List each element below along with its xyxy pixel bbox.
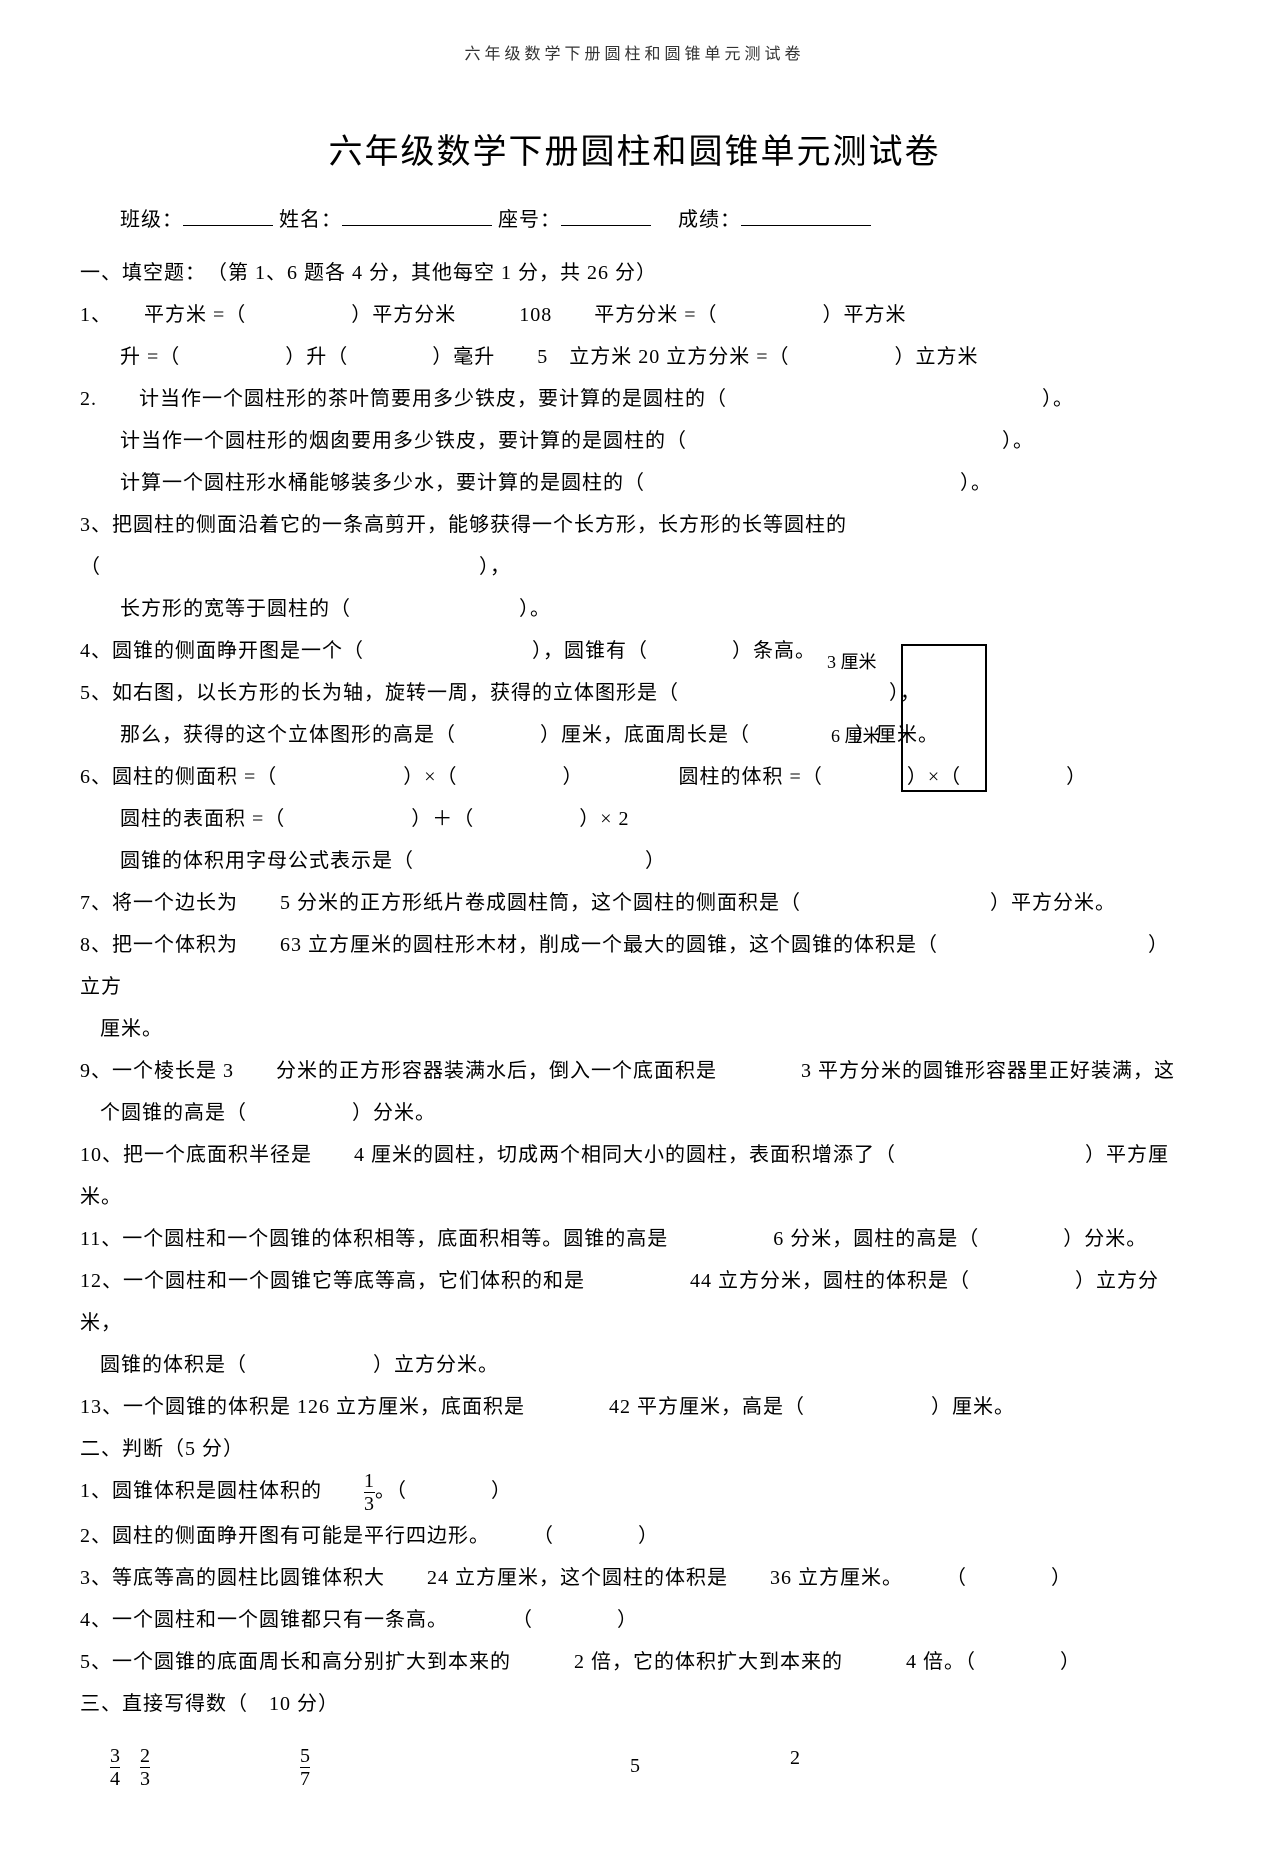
score-label: 成绩： <box>678 209 741 231</box>
q6-line2: 圆柱的表面积 =（ ）＋（ ）× 2 <box>120 798 1189 840</box>
q8-line1: 8、把一个体积为 63 立方厘米的圆柱形木材，削成一个最大的圆锥，这个圆锥的体积… <box>80 924 1189 1008</box>
name-blank[interactable] <box>342 207 492 226</box>
q2-line3: 计算一个圆柱形水桶能够装多少水，要计算的是圆柱的（ ）。 <box>120 462 1189 504</box>
judge-2: 2、圆柱的侧面睁开图有可能是平行四边形。 （ ） <box>80 1515 1189 1557</box>
calc-b-num: 2 <box>140 1745 150 1767</box>
q6-line3: 圆锥的体积用字母公式表示是（ ） <box>120 840 1189 882</box>
class-blank[interactable] <box>183 207 273 226</box>
j1-frac: 13 <box>364 1470 375 1515</box>
student-info-line: 班级： 姓名： 座号： 成绩： <box>120 203 1189 232</box>
judge-5: 5、一个圆锥的底面周长和高分别扩大到本来的 2 倍，它的体积扩大到本来的 4 倍… <box>80 1641 1189 1683</box>
calc-a-den: 4 <box>110 1767 120 1790</box>
calc-frac-c: 57 <box>300 1745 310 1790</box>
seat-label: 座号： <box>498 209 561 231</box>
calc-frac-a: 34 <box>110 1745 120 1790</box>
name-label: 姓名： <box>279 209 342 231</box>
q10: 10、把一个底面积半径是 4 厘米的圆柱，切成两个相同大小的圆柱，表面积增添了（… <box>80 1134 1189 1218</box>
calc-a-num: 3 <box>110 1745 120 1767</box>
q2-line2: 计当作一个圆柱形的烟囱要用多少铁皮，要计算的是圆柱的（ ）。 <box>120 420 1189 462</box>
q1-line2: 升 =（ ）升（ ）毫升 5 立方米 20 立方分米 =（ ）立方米 <box>120 336 1189 378</box>
section-3-head: 三、直接写得数（ 10 分） <box>80 1683 1189 1725</box>
q9-line1: 9、一个棱长是 3 分米的正方形容器装满水后，倒入一个底面积是 3 平方分米的圆… <box>80 1050 1189 1092</box>
q12-line2: 圆锥的体积是（ ）立方分米。 <box>100 1344 1189 1386</box>
page-title: 六年级数学下册圆柱和圆锥单元测试卷 <box>80 124 1189 173</box>
q12-line1: 12、一个圆柱和一个圆锥它等底等高，它们体积的和是 44 立方分米，圆柱的体积是… <box>80 1260 1189 1344</box>
q6-line1: 6、圆柱的侧面积 =（ ）×（ ） 圆柱的体积 =（ ）×（ ） <box>80 756 1189 798</box>
q4: 4、圆锥的侧面睁开图是一个（ ），圆锥有（ ）条高。 <box>80 630 1189 672</box>
j1-pre: 1、圆锥体积是圆柱体积的 <box>80 1480 364 1502</box>
section-2-head: 二、判断（5 分） <box>80 1428 1189 1470</box>
calc-b-den: 3 <box>140 1767 150 1790</box>
judge-3: 3、等底等高的圆柱比圆锥体积大 24 立方厘米，这个圆柱的体积是 36 立方厘米… <box>80 1557 1189 1599</box>
q1-line1: 1、 平方米 =（ ）平方分米 108 平方分米 =（ ）平方米 <box>80 294 1189 336</box>
calc-c-num: 5 <box>300 1745 310 1767</box>
q3-line1: 3、把圆柱的侧面沿着它的一条高剪开，能够获得一个长方形，长方形的长等圆柱的（ ）… <box>80 504 1189 588</box>
q5-line1: 5、如右图，以长方形的长为轴，旋转一周，获得的立体图形是（ ）， <box>80 672 1189 714</box>
score-blank[interactable] <box>741 207 871 226</box>
q5-line2: 那么，获得的这个立体图形的高是（ ）厘米，底面周长是（ ）厘米。 <box>120 714 1189 756</box>
running-header: 六年级数学下册圆柱和圆锥单元测试卷 <box>80 40 1189 64</box>
calc-e: 2 <box>790 1747 800 1770</box>
q13: 13、一个圆锥的体积是 126 立方厘米，底面积是 42 平方厘米，高是（ ）厘… <box>80 1386 1189 1428</box>
q2-line1: 2. 计当作一个圆柱形的茶叶筒要用多少铁皮，要计算的是圆柱的（ ）。 <box>80 378 1189 420</box>
calc-d: 5 <box>630 1755 640 1778</box>
content-wrap: 3 厘米 6 厘米 一、填空题： （第 1、6 题各 4 分，其他每空 1 分，… <box>80 252 1189 1790</box>
q9-line2: 个圆锥的高是（ ）分米。 <box>100 1092 1189 1134</box>
calc-c-den: 7 <box>300 1767 310 1790</box>
j1-den: 3 <box>364 1492 375 1515</box>
calc-frac-b: 23 <box>140 1745 150 1790</box>
q11: 11、一个圆柱和一个圆锥的体积相等，底面积相等。圆锥的高是 6 分米，圆柱的高是… <box>80 1218 1189 1260</box>
q3-line2: 长方形的宽等于圆柱的（ ）。 <box>120 588 1189 630</box>
calc-row: 34 23 57 5 2 <box>110 1745 1189 1790</box>
q7: 7、将一个边长为 5 分米的正方形纸片卷成圆柱筒，这个圆柱的侧面积是（ ）平方分… <box>80 882 1189 924</box>
judge-4: 4、一个圆柱和一个圆锥都只有一条高。 （ ） <box>80 1599 1189 1641</box>
q8-line2: 厘米。 <box>100 1008 1189 1050</box>
class-label: 班级： <box>120 209 183 231</box>
j1-num: 1 <box>364 1470 375 1492</box>
seat-blank[interactable] <box>561 207 651 226</box>
j1-post: 。（ ） <box>375 1480 512 1502</box>
judge-1: 1、圆锥体积是圆柱体积的 13。（ ） <box>80 1470 1189 1515</box>
section-1-head: 一、填空题： （第 1、6 题各 4 分，其他每空 1 分，共 26 分） <box>80 252 1189 294</box>
